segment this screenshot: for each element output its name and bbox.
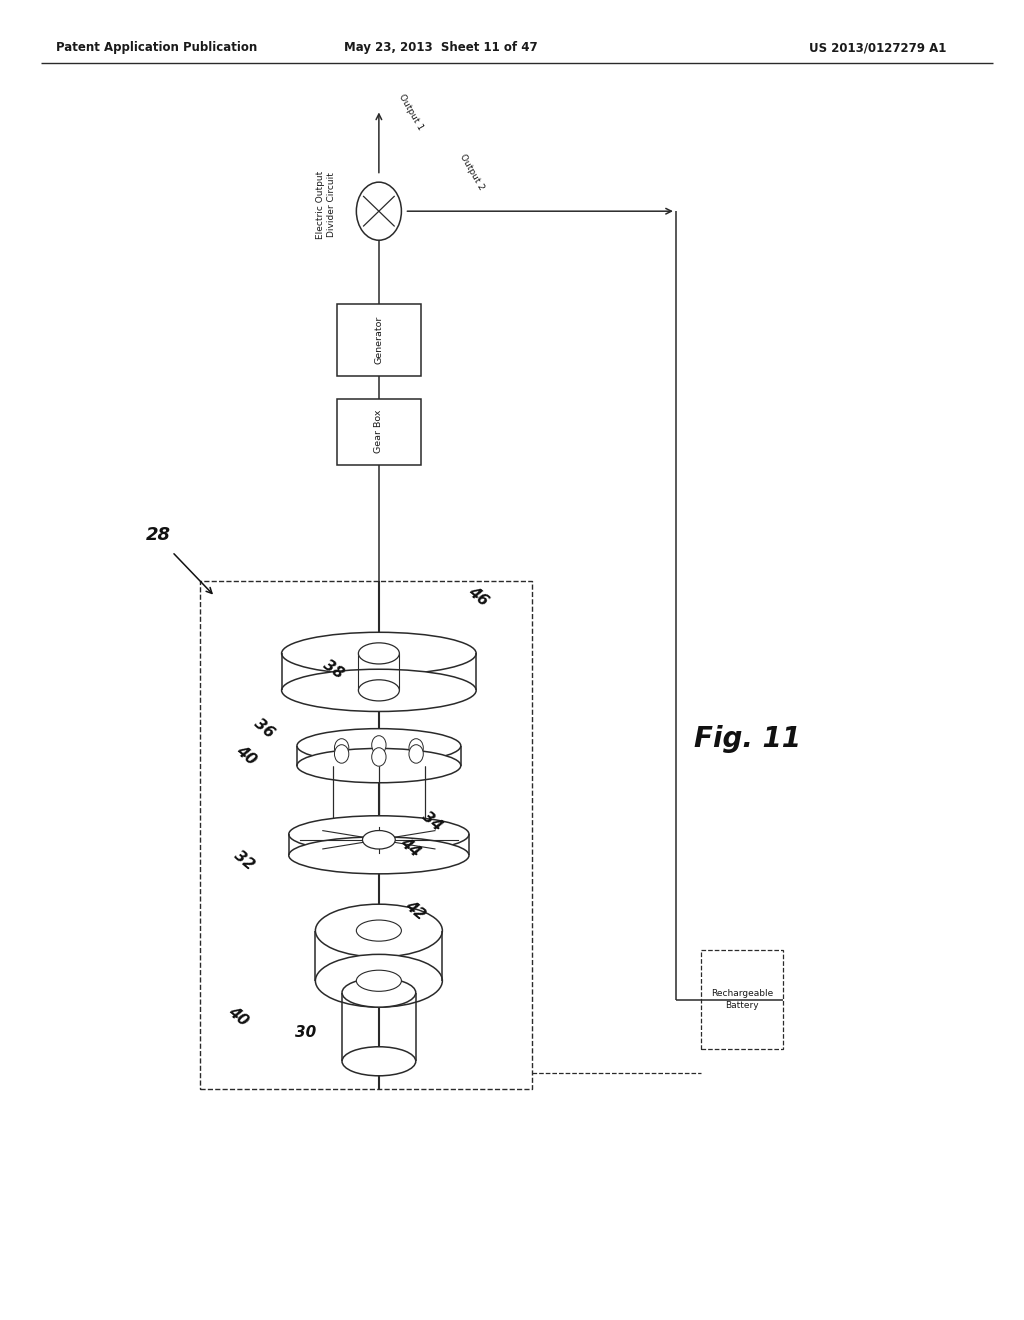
Ellipse shape [356, 970, 401, 991]
Circle shape [409, 744, 423, 763]
Ellipse shape [289, 816, 469, 853]
Text: Fig. 11: Fig. 11 [694, 725, 801, 754]
Circle shape [335, 744, 349, 763]
Text: Gear Box: Gear Box [375, 411, 383, 453]
Ellipse shape [358, 680, 399, 701]
Circle shape [335, 739, 349, 758]
Text: 28: 28 [146, 525, 171, 544]
Text: Output 2: Output 2 [458, 152, 485, 191]
Ellipse shape [342, 1047, 416, 1076]
Text: 46: 46 [465, 583, 492, 610]
Text: Generator: Generator [375, 315, 383, 364]
Ellipse shape [342, 978, 416, 1007]
Text: 34: 34 [419, 808, 445, 834]
Text: 40: 40 [232, 742, 259, 768]
Ellipse shape [282, 632, 476, 675]
Bar [200, 581, 532, 1089]
Circle shape [409, 739, 423, 758]
Text: US 2013/0127279 A1: US 2013/0127279 A1 [809, 41, 946, 54]
Text: 38: 38 [319, 657, 346, 681]
Ellipse shape [362, 830, 395, 849]
Text: Electric Output
Divider Circuit: Electric Output Divider Circuit [315, 170, 336, 239]
Text: 36: 36 [251, 715, 278, 742]
Text: Rechargeable
Battery: Rechargeable Battery [712, 990, 773, 1010]
Circle shape [372, 735, 386, 754]
Text: 30: 30 [295, 1024, 315, 1040]
Bar [337, 304, 421, 376]
Ellipse shape [289, 837, 469, 874]
Bar [701, 950, 783, 1049]
Text: Patent Application Publication: Patent Application Publication [56, 41, 258, 54]
Ellipse shape [358, 643, 399, 664]
Text: 32: 32 [230, 847, 257, 874]
Ellipse shape [282, 669, 476, 711]
Ellipse shape [315, 954, 442, 1007]
Ellipse shape [297, 729, 461, 763]
Ellipse shape [356, 920, 401, 941]
Text: 42: 42 [401, 898, 428, 924]
Circle shape [372, 747, 386, 766]
Ellipse shape [297, 748, 461, 783]
Bar [337, 399, 421, 465]
Text: 44: 44 [396, 834, 423, 861]
Ellipse shape [315, 904, 442, 957]
Text: Output 1: Output 1 [397, 92, 425, 132]
Text: 40: 40 [224, 1003, 251, 1030]
Text: May 23, 2013  Sheet 11 of 47: May 23, 2013 Sheet 11 of 47 [343, 41, 538, 54]
Circle shape [356, 182, 401, 240]
